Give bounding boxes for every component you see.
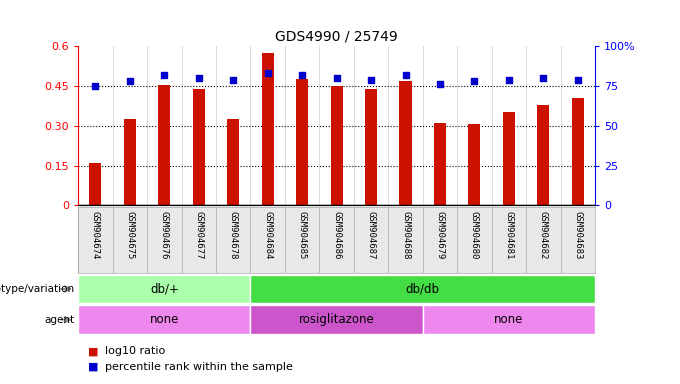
Point — [90, 83, 101, 89]
Point — [262, 70, 273, 76]
Text: GSM904687: GSM904687 — [367, 210, 375, 259]
Text: none: none — [494, 313, 524, 326]
Bar — [469, 124, 481, 205]
Bar — [262, 53, 274, 205]
Text: percentile rank within the sample: percentile rank within the sample — [105, 362, 293, 372]
Text: db/+: db/+ — [150, 283, 179, 295]
Point — [400, 72, 411, 78]
Text: GSM904676: GSM904676 — [160, 210, 169, 259]
Text: ■: ■ — [88, 346, 99, 356]
Bar — [399, 81, 411, 205]
Bar — [365, 89, 377, 205]
Text: GSM904677: GSM904677 — [194, 210, 203, 259]
Bar — [78, 305, 250, 334]
Bar — [78, 275, 250, 303]
Bar — [537, 104, 549, 205]
Point — [159, 72, 170, 78]
Bar — [503, 113, 515, 205]
Bar — [250, 305, 423, 334]
Point — [503, 76, 514, 83]
Text: GSM904684: GSM904684 — [263, 210, 272, 259]
Text: GSM904688: GSM904688 — [401, 210, 410, 259]
Text: rosiglitazone: rosiglitazone — [299, 313, 375, 326]
Text: GSM904683: GSM904683 — [573, 210, 582, 259]
Point — [435, 81, 445, 88]
Bar — [89, 163, 101, 205]
Text: GSM904682: GSM904682 — [539, 210, 548, 259]
Text: GSM904674: GSM904674 — [91, 210, 100, 259]
Bar — [158, 85, 171, 205]
Point — [538, 75, 549, 81]
Text: genotype/variation: genotype/variation — [0, 284, 75, 294]
Point — [228, 76, 239, 83]
Point — [366, 76, 377, 83]
Point — [469, 78, 480, 84]
Bar — [192, 89, 205, 205]
Bar — [330, 86, 343, 205]
Title: GDS4990 / 25749: GDS4990 / 25749 — [275, 30, 398, 43]
Point — [296, 72, 307, 78]
Text: ■: ■ — [88, 362, 99, 372]
Text: log10 ratio: log10 ratio — [105, 346, 166, 356]
Bar — [124, 119, 136, 205]
Text: none: none — [150, 313, 179, 326]
Bar — [250, 275, 595, 303]
Text: GSM904679: GSM904679 — [435, 210, 445, 259]
Point — [124, 78, 135, 84]
Text: GSM904678: GSM904678 — [228, 210, 238, 259]
Text: db/db: db/db — [406, 283, 440, 295]
Text: GSM904675: GSM904675 — [125, 210, 135, 259]
Point — [331, 75, 342, 81]
Text: GSM904681: GSM904681 — [505, 210, 513, 259]
Bar — [434, 123, 446, 205]
Point — [193, 75, 204, 81]
Bar — [296, 79, 308, 205]
Bar — [423, 305, 595, 334]
Text: agent: agent — [45, 314, 75, 325]
Point — [573, 76, 583, 83]
Text: GSM904680: GSM904680 — [470, 210, 479, 259]
Bar — [572, 98, 584, 205]
Bar — [227, 119, 239, 205]
Text: GSM904685: GSM904685 — [298, 210, 307, 259]
Text: GSM904686: GSM904686 — [332, 210, 341, 259]
